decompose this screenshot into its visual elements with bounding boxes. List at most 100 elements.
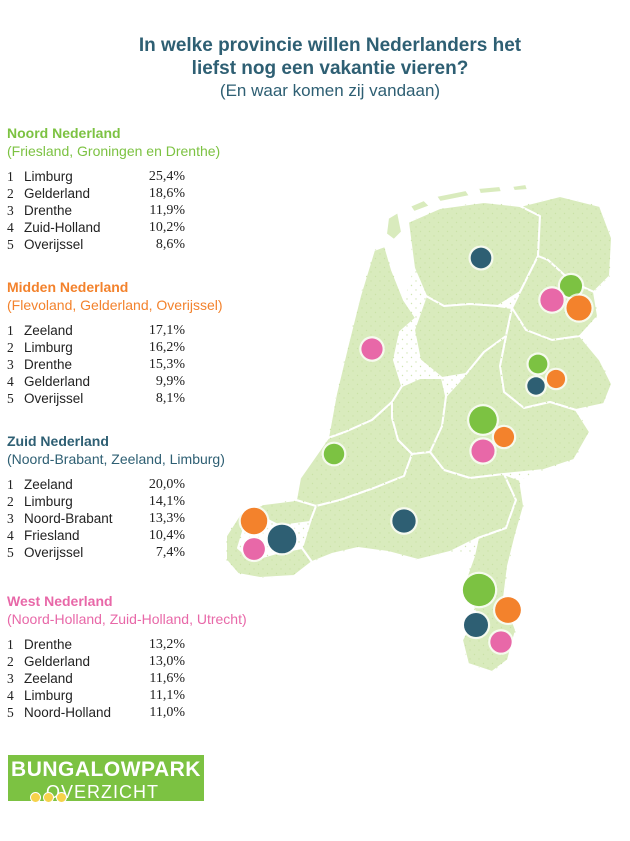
rank-percentage: 16,2% (148, 340, 185, 355)
rank-row: 5 Noord-Holland 11,0% (7, 704, 287, 721)
bubble-west-noord-holland (361, 338, 383, 360)
island-texel (385, 211, 403, 241)
rank-row: 4 Zuid-Holland 10,2% (7, 219, 287, 236)
rank-percentage: 18,6% (148, 186, 185, 201)
bungalowpark-logo: BUNGALOWPARK OVERZICHT (8, 755, 204, 803)
bubble-west-zeeland (243, 538, 265, 560)
logo-line-2-wrap: OVERZICHT (8, 782, 204, 803)
rank-percentage: 11,1% (149, 688, 185, 703)
rank-percentage: 17,1% (148, 323, 185, 338)
rank-percentage: 20,0% (148, 477, 185, 492)
rank-percentage: 10,2% (148, 220, 185, 235)
rank-number: 4 (7, 220, 14, 235)
rank-number: 2 (7, 494, 14, 509)
rank-percentage: 8,6% (155, 237, 185, 252)
rank-number: 3 (7, 671, 14, 686)
island-schiermonnikoog (511, 183, 529, 192)
island-terschelling (435, 189, 471, 203)
rank-row: 1 Zeeland 20,0% (7, 476, 287, 493)
rank-province: Zeeland (24, 671, 73, 686)
rank-number: 3 (7, 203, 14, 218)
region-subtitle: (Noord-Brabant, Zeeland, Limburg) (7, 451, 225, 467)
rank-row: 3 Drenthe 11,9% (7, 202, 287, 219)
rank-province: Overijssel (24, 545, 84, 560)
rank-percentage: 7,4% (155, 545, 185, 560)
rank-province: Zuid-Holland (24, 220, 101, 235)
region-name: Noord Nederland (7, 125, 121, 141)
rank-percentage: 14,1% (148, 494, 185, 509)
rank-percentage: 11,9% (149, 203, 185, 218)
bubble-midden-overijssel (546, 369, 566, 389)
region-name: Zuid Nederland (7, 433, 109, 449)
rank-province: Overijssel (24, 391, 84, 406)
rank-number: 1 (7, 477, 14, 492)
rank-number: 5 (7, 705, 14, 720)
rank-row: 4 Gelderland 9,9% (7, 373, 287, 390)
island-vlieland (409, 199, 431, 213)
rank-number: 5 (7, 391, 14, 406)
rank-row: 2 Limburg 16,2% (7, 339, 287, 356)
region-subtitle: (Friesland, Groningen en Drenthe) (7, 143, 221, 159)
rank-row: 4 Friesland 10,4% (7, 527, 287, 544)
rank-row: 1 Zeeland 17,1% (7, 322, 287, 339)
rank-row: 2 Gelderland 13,0% (7, 653, 287, 670)
bubble-layer (238, 245, 594, 655)
rank-number: 3 (7, 357, 14, 372)
rank-percentage: 11,0% (149, 705, 185, 720)
region-name: West Nederland (7, 593, 113, 609)
region-midden: Midden Nederland (Flevoland, Gelderland,… (7, 279, 287, 407)
rank-number: 4 (7, 374, 14, 389)
region-subtitle: (Noord-Holland, Zuid-Holland, Utrecht) (7, 611, 247, 627)
page-title: In welke provincie willen Nederlanders h… (0, 34, 630, 102)
title-line-2: liefst nog een vakantie vieren? (191, 58, 469, 79)
rank-province: Limburg (24, 169, 73, 184)
rank-row: 3 Drenthe 15,3% (7, 356, 287, 373)
bubble-zuid-friesland (470, 247, 492, 269)
rank-province: Limburg (24, 494, 73, 509)
bubble-west-drenthe (540, 288, 564, 312)
rank-number: 2 (7, 186, 14, 201)
rank-number: 1 (7, 323, 14, 338)
rank-number: 1 (7, 169, 14, 184)
rank-percentage: 10,4% (148, 528, 185, 543)
rank-percentage: 15,3% (148, 357, 185, 372)
rank-province: Friesland (24, 528, 80, 543)
rank-row: 5 Overijssel 8,6% (7, 236, 287, 253)
bubble-noord-gelderland (469, 406, 497, 434)
rank-row: 1 Drenthe 13,2% (7, 636, 287, 653)
rank-province: Limburg (24, 340, 73, 355)
rank-number: 4 (7, 528, 14, 543)
bubble-midden-drenthe (566, 295, 592, 321)
rank-percentage: 13,3% (148, 511, 185, 526)
rank-row: 3 Noord-Brabant 13,3% (7, 510, 287, 527)
rank-row: 2 Gelderland 18,6% (7, 185, 287, 202)
rank-percentage: 13,0% (148, 654, 185, 669)
rank-number: 2 (7, 340, 14, 355)
logo-line-2: OVERZICHT (46, 782, 160, 802)
title-line-3: (En waar komen zij vandaan) (219, 81, 441, 100)
rank-province: Overijssel (24, 237, 84, 252)
region-west: West Nederland (Noord-Holland, Zuid-Holl… (7, 593, 287, 721)
rank-number: 3 (7, 511, 14, 526)
map-land (225, 183, 613, 673)
rank-row: 4 Limburg 11,1% (7, 687, 287, 704)
logo-dots (30, 788, 69, 806)
bubble-zuid-limburg (463, 612, 489, 638)
bubble-zuid-noord-brabant (392, 509, 416, 533)
rank-province: Drenthe (24, 203, 73, 218)
bubble-midden-zeeland (240, 507, 268, 535)
rank-percentage: 9,9% (155, 374, 185, 389)
rank-province: Drenthe (24, 637, 73, 652)
bubble-west-limburg (490, 631, 512, 653)
bubble-noord-drenthe (559, 274, 583, 298)
rank-percentage: 11,6% (149, 671, 185, 686)
rank-number: 4 (7, 688, 14, 703)
rank-province: Noord-Holland (24, 705, 112, 720)
logo-line-1: BUNGALOWPARK (11, 758, 201, 781)
bubble-west-gelderland (471, 439, 495, 463)
rank-province: Limburg (24, 688, 73, 703)
region-subtitle: (Flevoland, Gelderland, Overijssel) (7, 297, 223, 313)
rank-percentage: 13,2% (148, 637, 185, 652)
rank-row: 5 Overijssel 7,4% (7, 544, 287, 561)
